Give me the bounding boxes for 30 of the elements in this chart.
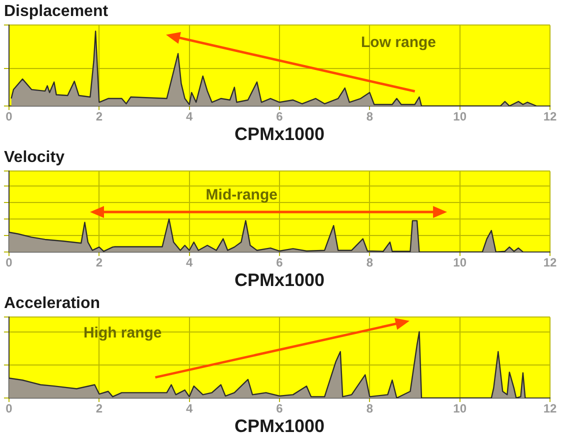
x-tick-label: 12 [543, 402, 557, 416]
x-tick-label: 10 [453, 256, 467, 270]
x-tick-label: 4 [186, 256, 193, 270]
chart-title: Velocity [4, 149, 65, 166]
x-tick-label: 0 [6, 110, 13, 124]
x-tick-label: 0 [6, 402, 13, 416]
x-tick-label: 8 [366, 402, 374, 416]
x-tick-label: 2 [96, 402, 103, 416]
x-tick-label: 8 [366, 110, 374, 124]
x-tick-label: 2 [96, 256, 103, 270]
x-axis-title: CPMx1000 [234, 124, 325, 144]
x-tick-label: 4 [186, 402, 193, 416]
annotation: High range [83, 324, 162, 342]
x-axis-title: CPMx1000 [234, 416, 325, 436]
x-tick-label: 12 [543, 110, 557, 124]
x-tick-label: 12 [543, 256, 557, 270]
chart-title: Displacement [4, 3, 109, 20]
x-tick-label: 10 [453, 110, 467, 124]
x-tick-label: 6 [276, 110, 284, 124]
annotation: Low range [361, 34, 436, 52]
x-tick-label: 6 [276, 256, 284, 270]
x-tick-label: 2 [96, 110, 103, 124]
chart-title: Acceleration [4, 295, 100, 312]
x-axis-title: CPMx1000 [234, 270, 325, 290]
x-tick-label: 0 [6, 256, 13, 270]
x-tick-label: 6 [276, 402, 284, 416]
text: Mid-range [206, 186, 278, 204]
x-tick-label: 4 [186, 110, 193, 124]
x-tick-label: 8 [366, 256, 374, 270]
x-tick-label: 10 [453, 402, 467, 416]
